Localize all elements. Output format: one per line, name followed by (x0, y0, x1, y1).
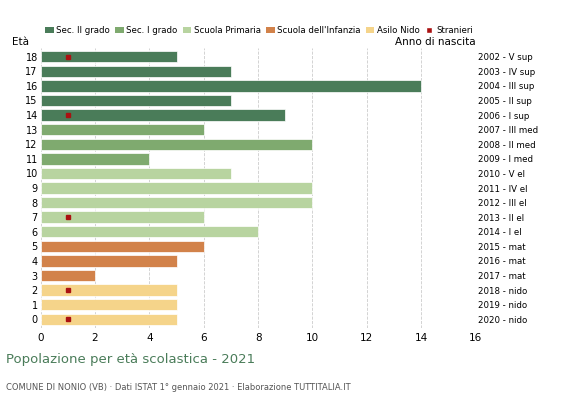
Bar (41, 299, 176, 310)
Bar (41, 66, 231, 77)
Bar (41, 124, 204, 135)
Bar (41, 153, 150, 164)
Bar (41, 138, 313, 150)
Bar (41, 284, 176, 296)
Bar (41, 270, 95, 281)
Legend: Sec. II grado, Sec. I grado, Scuola Primaria, Scuola dell'Infanzia, Asilo Nido, : Sec. II grado, Sec. I grado, Scuola Prim… (45, 26, 473, 35)
Bar (41, 212, 204, 223)
Bar (41, 168, 231, 179)
Text: Anno di nascita: Anno di nascita (395, 38, 476, 48)
Bar (41, 226, 258, 238)
Bar (41, 197, 313, 208)
Bar (41, 109, 285, 121)
Text: COMUNE DI NONIO (VB) · Dati ISTAT 1° gennaio 2021 · Elaborazione TUTTITALIA.IT: COMUNE DI NONIO (VB) · Dati ISTAT 1° gen… (6, 383, 350, 392)
Bar (41, 314, 176, 325)
Bar (41, 80, 421, 92)
Bar (41, 51, 176, 62)
Bar (41, 182, 313, 194)
Bar (41, 255, 176, 267)
Bar (41, 241, 204, 252)
Text: Età: Età (12, 38, 30, 48)
Bar (41, 95, 231, 106)
Text: Popolazione per età scolastica - 2021: Popolazione per età scolastica - 2021 (6, 353, 255, 366)
